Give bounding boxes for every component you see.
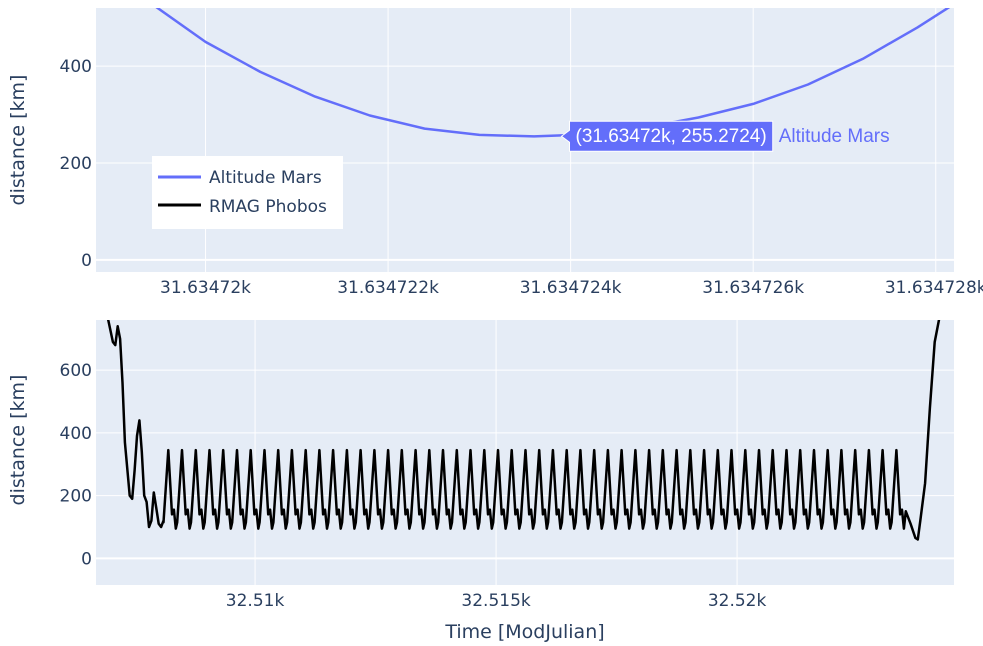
bottom-x-tick-label: 32.52k (708, 591, 767, 611)
series-line-altitude-mars[interactable] (151, 3, 954, 138)
top-subplot[interactable]: 31.63472k 31.634722k 31.634724k 31.634726k 3… (7, 3, 983, 298)
bottom-series (91, 276, 944, 541)
bottom-y-axis-title: distance [km] (7, 375, 29, 506)
legend-background (152, 156, 343, 229)
top-series (151, 3, 954, 138)
bottom-subplot[interactable]: 32.51k 32.515k 32.52k 0 200 400 600 distance … (7, 276, 954, 643)
top-x-tick-label: 31.634728k (885, 278, 983, 298)
legend-item-altitude-mars[interactable]: Altitude Mars (158, 168, 322, 188)
bottom-x-tick-label: 32.51k (226, 591, 285, 611)
bottom-y-tick-labels: 0 200 400 600 (60, 361, 92, 569)
hover-tooltip-value: (31.63472k, 255.2724) (576, 126, 767, 147)
legend-item-rmag-phobos[interactable]: RMAG Phobos (158, 197, 327, 217)
top-y-tick-label: 0 (81, 251, 92, 271)
legend[interactable]: Altitude Mars RMAG Phobos (152, 156, 343, 229)
top-y-tick-label: 400 (60, 57, 92, 77)
top-y-tick-labels: 0 200 400 (60, 57, 92, 271)
hover-tooltip-series-name: Altitude Mars (779, 126, 890, 147)
bottom-y-tick-label: 600 (60, 361, 92, 381)
top-x-tick-labels: 31.63472k 31.634722k 31.634724k 31.634726k 3… (160, 278, 983, 298)
legend-label-rmag-phobos: RMAG Phobos (209, 197, 327, 217)
top-y-tick-label: 200 (60, 154, 92, 174)
top-x-tick-label: 31.634722k (337, 278, 439, 298)
hover-tooltip-box (560, 120, 774, 152)
top-x-tick-label: 31.634726k (702, 278, 804, 298)
top-x-tick-label: 31.63472k (160, 278, 251, 298)
bottom-x-tick-label: 32.515k (461, 591, 530, 611)
bottom-y-tick-label: 0 (81, 549, 92, 569)
legend-label-altitude-mars: Altitude Mars (209, 168, 322, 188)
bottom-x-tick-labels: 32.51k 32.515k 32.52k (226, 591, 767, 611)
hover-tooltip: (31.63472k, 255.2724) Altitude Mars (560, 120, 890, 152)
series-line-rmag-phobos[interactable] (91, 276, 944, 541)
top-y-axis-title: distance [km] (7, 75, 29, 206)
bottom-x-axis-title: Time [ModJulian] (444, 621, 604, 643)
top-x-tick-label: 31.634724k (520, 278, 622, 298)
bottom-y-tick-label: 400 (60, 424, 92, 444)
bottom-y-tick-label: 200 (60, 487, 92, 507)
